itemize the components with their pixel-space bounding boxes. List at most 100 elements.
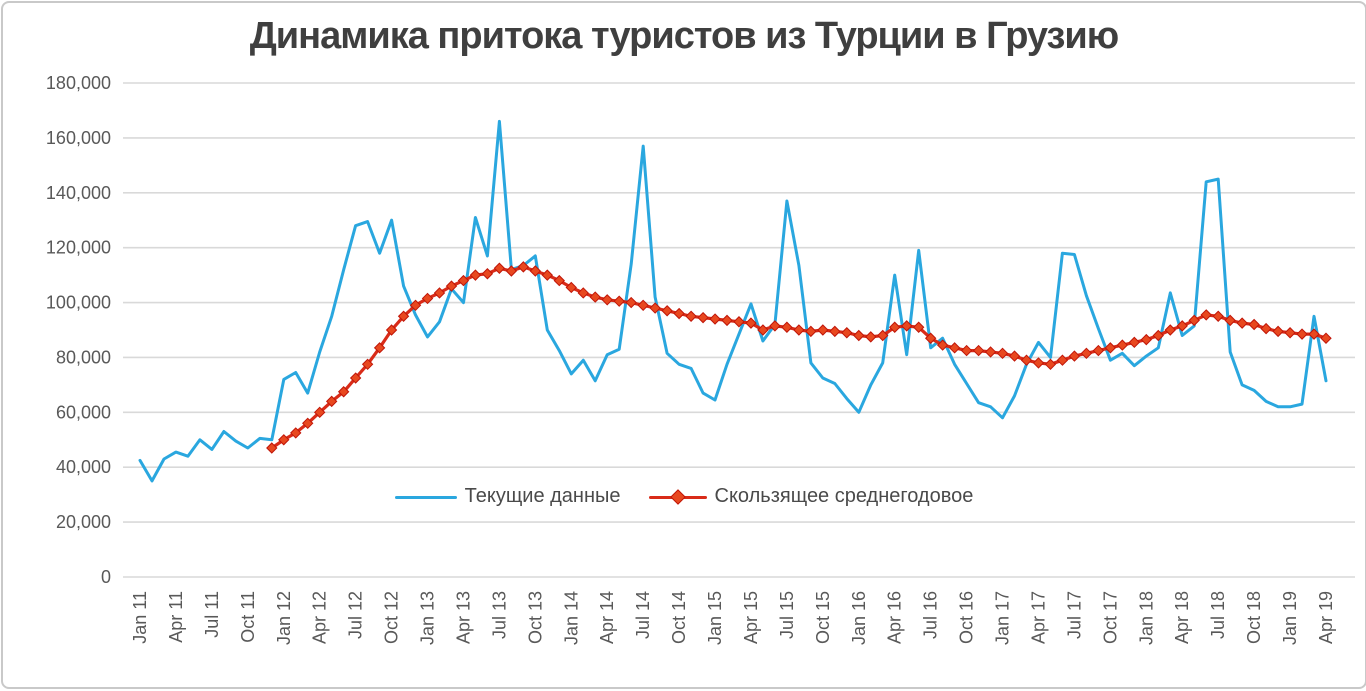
- series-average-marker: [505, 265, 518, 277]
- series-average-marker: [1272, 325, 1284, 338]
- series-average-marker: [889, 321, 901, 333]
- series-average-marker: [433, 287, 446, 299]
- legend-item-current[interactable]: Текущие данные: [394, 485, 621, 508]
- series-average-marker: [1200, 309, 1212, 321]
- x-tick-label: Oct 14: [669, 591, 689, 644]
- legend-line-sample-current-icon: [394, 491, 457, 503]
- x-tick-label: Apr 18: [1172, 591, 1192, 644]
- series-average-marker: [924, 332, 937, 344]
- series-average-marker: [1056, 354, 1069, 366]
- series-average-marker: [278, 434, 290, 446]
- series-average-marker: [781, 321, 793, 333]
- x-tick-label: Jul 15: [777, 591, 797, 639]
- series-average-marker: [984, 346, 997, 358]
- series-average-marker: [1236, 317, 1248, 329]
- x-tick-label: Apr 11: [166, 591, 186, 643]
- series-average-marker: [721, 314, 733, 327]
- series-average-marker: [829, 325, 841, 338]
- y-tick-label: 20,000: [56, 512, 111, 532]
- series-current-line[interactable]: [138, 119, 1328, 483]
- legend-item-average[interactable]: Скользящее среднегодовое: [648, 485, 974, 508]
- series-average-marker: [1128, 336, 1141, 349]
- series-average-marker: [1260, 322, 1272, 335]
- series-average-marker: [625, 296, 637, 309]
- series-average-marker: [769, 320, 781, 332]
- x-tick-label: Jan 12: [274, 591, 294, 645]
- y-tick-label: 120,000: [46, 238, 111, 258]
- series-average-marker: [313, 406, 326, 419]
- x-tick-label: Oct 15: [813, 591, 833, 644]
- series-average-marker: [290, 427, 302, 439]
- series-average-marker: [1092, 344, 1105, 357]
- y-tick-label: 0: [101, 567, 111, 587]
- series-average-marker: [385, 324, 398, 336]
- series-average-marker: [745, 317, 757, 329]
- series-average-marker: [865, 331, 877, 343]
- series-average-marker: [972, 344, 985, 357]
- x-tick-label: Jul 13: [489, 591, 509, 639]
- series-average-marker: [1008, 350, 1021, 362]
- series-average-marker: [613, 295, 625, 307]
- series-average-marker: [1080, 347, 1093, 360]
- x-tick-label: Oct 18: [1244, 591, 1264, 644]
- x-tick-label: Oct 11: [238, 591, 258, 643]
- series-average-marker: [793, 324, 805, 336]
- chart-title[interactable]: Динамика притока туристов из Турции в Гр…: [249, 15, 1120, 57]
- x-tick-label: Oct 17: [1100, 591, 1120, 644]
- series-average-marker: [373, 342, 386, 354]
- x-tick-label: Apr 12: [310, 591, 330, 644]
- y-tick-label: 60,000: [56, 402, 111, 422]
- x-tick-label: Apr 19: [1316, 591, 1336, 644]
- x-tick-label: Apr 17: [1028, 591, 1048, 644]
- series-average-marker: [1020, 354, 1033, 366]
- series-average-marker: [1308, 328, 1320, 340]
- legend-line-sample-average-icon: [648, 488, 707, 505]
- series-average-marker: [337, 386, 350, 398]
- series-average-marker: [673, 307, 685, 320]
- series-average-marker: [302, 417, 314, 430]
- series-average-marker: [1320, 332, 1332, 344]
- series-average-marker: [469, 269, 482, 281]
- series-average-marker: [517, 261, 530, 273]
- x-tick-label: Jan 17: [993, 591, 1013, 645]
- series-average-marker: [960, 344, 973, 357]
- x-tick-label: Jul 16: [921, 591, 941, 639]
- series-average-marker: [1248, 318, 1260, 331]
- series-average-marker: [565, 281, 577, 294]
- series-average-marker: [697, 311, 709, 324]
- series-average-marker: [936, 339, 949, 351]
- series-average-marker: [649, 302, 661, 314]
- series-average-marker: [457, 274, 470, 287]
- series-average-marker: [733, 316, 745, 328]
- x-tick-label: Jan 14: [561, 591, 581, 645]
- legend[interactable]: Текущие данные Скользящее среднегодовое: [3, 485, 1365, 508]
- series-average-marker: [601, 294, 613, 306]
- series-average-marker: [912, 321, 925, 333]
- x-tick-label: Oct 13: [525, 591, 545, 644]
- series-average-marker: [805, 325, 817, 338]
- series-average-marker: [409, 299, 422, 312]
- y-tick-label: 100,000: [46, 293, 111, 313]
- y-tick-label: 80,000: [56, 347, 111, 367]
- series-average-marker: [1212, 310, 1224, 322]
- series-average-marker: [266, 442, 278, 454]
- legend-label-average: Скользящее среднегодовое: [714, 485, 974, 507]
- series-average-marker: [1044, 358, 1057, 371]
- series-average-marker: [325, 395, 338, 408]
- y-tick-label: 140,000: [46, 183, 111, 203]
- plot-area[interactable]: 0 20,000 40,000 60,000 80,000 100,000 120,000 1…: [3, 3, 1366, 691]
- series-average-marker: [900, 320, 913, 332]
- series-average-marker: [1116, 339, 1129, 351]
- y-tick-label: 40,000: [56, 457, 111, 477]
- series-average-marker: [577, 287, 589, 299]
- x-tick-label: Jul 14: [633, 591, 653, 639]
- series-average-marker: [1224, 314, 1236, 327]
- series-average-marker: [709, 313, 721, 325]
- x-tick-label: Apr 13: [453, 591, 473, 644]
- x-tick-label: Jan 13: [418, 591, 438, 645]
- x-tick-label: Oct 16: [957, 591, 977, 644]
- series-average-marker: [1164, 324, 1176, 336]
- series-average-marker: [685, 310, 697, 322]
- series-average-marker: [541, 269, 554, 281]
